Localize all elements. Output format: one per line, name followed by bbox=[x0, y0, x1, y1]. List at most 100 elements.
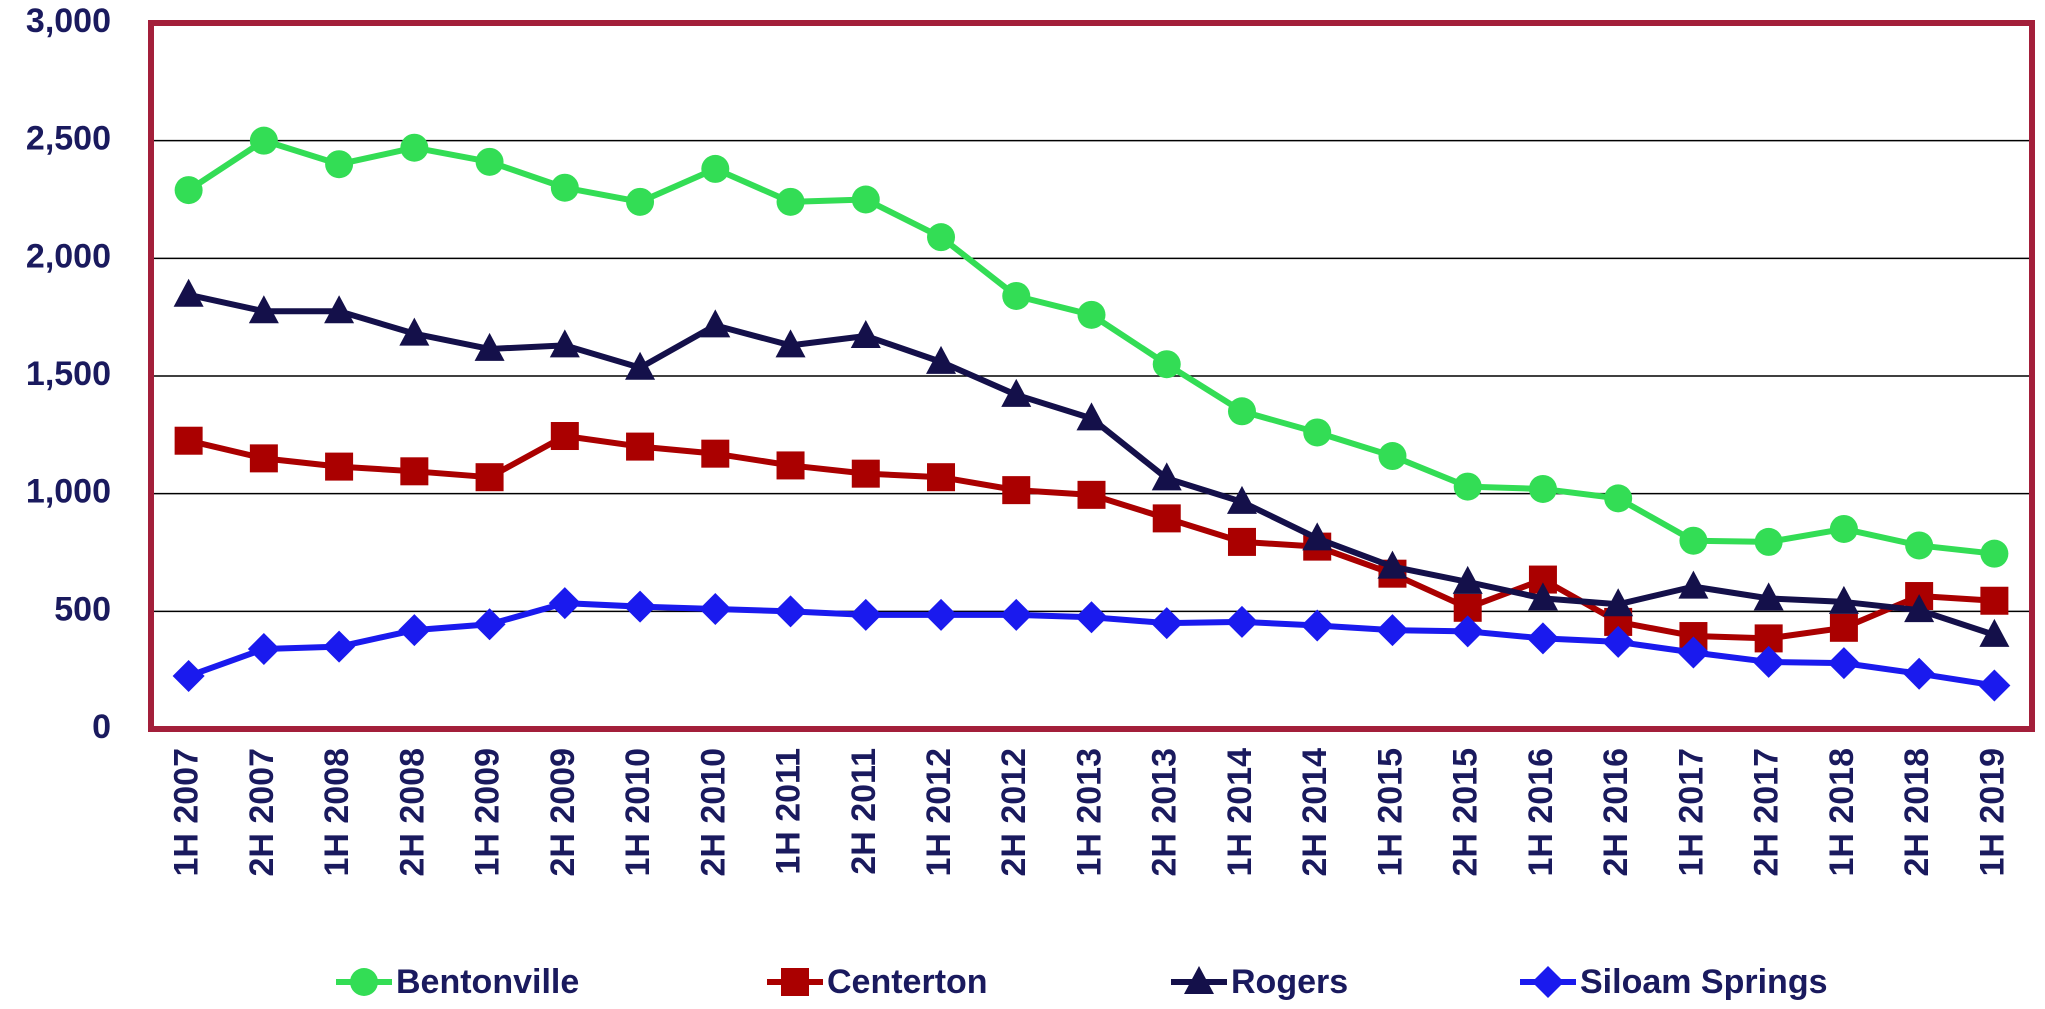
marker bbox=[1532, 966, 1564, 998]
marker bbox=[548, 587, 581, 620]
marker bbox=[1678, 570, 1709, 599]
x-tick-label: 1H 2019 bbox=[1973, 748, 2011, 877]
marker bbox=[1452, 565, 1483, 594]
marker bbox=[1453, 472, 1482, 501]
x-tick-label: 2H 2012 bbox=[995, 748, 1033, 877]
x-tick-label: 1H 2012 bbox=[920, 748, 958, 877]
x-tick-label: 1H 2016 bbox=[1522, 748, 1560, 877]
marker bbox=[775, 329, 806, 358]
marker bbox=[625, 351, 656, 380]
marker bbox=[325, 150, 354, 179]
x-tick-label: 2H 2018 bbox=[1898, 748, 1936, 877]
marker bbox=[1077, 300, 1106, 329]
marker bbox=[400, 457, 429, 486]
marker bbox=[400, 133, 429, 162]
marker bbox=[550, 422, 579, 451]
marker bbox=[1754, 527, 1783, 556]
marker bbox=[173, 278, 204, 307]
marker bbox=[1451, 615, 1484, 648]
y-tick-label: 1,000 bbox=[26, 473, 111, 511]
marker bbox=[1604, 484, 1633, 513]
marker bbox=[1151, 462, 1182, 491]
x-tick-label: 1H 2010 bbox=[619, 748, 657, 877]
y-tick-label: 500 bbox=[54, 590, 111, 628]
y-tick-label: 0 bbox=[92, 708, 111, 746]
marker bbox=[249, 444, 278, 473]
marker bbox=[1828, 585, 1859, 614]
marker bbox=[1076, 402, 1107, 431]
marker bbox=[249, 126, 278, 155]
marker bbox=[1227, 397, 1256, 426]
marker bbox=[1075, 601, 1108, 634]
x-tick-label: 2H 2007 bbox=[243, 748, 281, 877]
marker bbox=[172, 660, 205, 693]
marker bbox=[323, 630, 356, 663]
x-tick-label: 2H 2013 bbox=[1146, 748, 1184, 877]
y-tick-label: 2,500 bbox=[26, 120, 111, 158]
marker bbox=[473, 608, 506, 641]
x-tick-label: 1H 2015 bbox=[1371, 748, 1409, 877]
x-tick-label: 2H 2009 bbox=[544, 748, 582, 877]
marker bbox=[1303, 418, 1332, 447]
marker bbox=[1603, 588, 1634, 617]
marker bbox=[1753, 582, 1784, 611]
marker bbox=[1226, 485, 1257, 514]
marker bbox=[927, 223, 956, 252]
x-tick-label: 2H 2015 bbox=[1447, 748, 1485, 877]
y-tick-label: 1,500 bbox=[26, 355, 111, 393]
marker bbox=[1827, 647, 1860, 680]
marker bbox=[699, 592, 732, 625]
marker bbox=[1002, 476, 1031, 505]
marker bbox=[849, 598, 882, 631]
marker bbox=[1227, 527, 1256, 556]
marker bbox=[1980, 586, 2009, 615]
marker bbox=[1152, 350, 1181, 379]
marker bbox=[549, 329, 580, 358]
marker bbox=[174, 176, 203, 205]
marker bbox=[399, 317, 430, 346]
marker bbox=[1378, 442, 1407, 471]
marker bbox=[701, 154, 730, 183]
marker bbox=[1376, 614, 1409, 647]
marker bbox=[1978, 669, 2011, 702]
x-tick-label: 1H 2014 bbox=[1221, 748, 1259, 877]
marker bbox=[1527, 582, 1558, 611]
marker bbox=[1526, 622, 1559, 655]
x-tick-label: 1H 2017 bbox=[1672, 748, 1710, 877]
marker bbox=[1301, 609, 1334, 642]
x-tick-label: 1H 2008 bbox=[318, 748, 356, 877]
x-tick-label: 1H 2007 bbox=[168, 748, 206, 877]
marker bbox=[1184, 966, 1214, 994]
marker bbox=[624, 590, 657, 623]
marker bbox=[1225, 605, 1258, 638]
marker bbox=[776, 451, 805, 480]
x-tick-label: 1H 2009 bbox=[469, 748, 507, 877]
marker bbox=[626, 187, 655, 216]
x-tick-label: 2H 2011 bbox=[845, 748, 883, 875]
y-tick-label: 3,000 bbox=[26, 2, 111, 40]
marker bbox=[350, 968, 378, 996]
marker bbox=[1829, 514, 1858, 543]
x-tick-label: 1H 2018 bbox=[1823, 748, 1861, 877]
marker bbox=[781, 968, 809, 996]
legend-label: Bentonville bbox=[396, 963, 579, 1001]
x-tick-label: 2H 2017 bbox=[1748, 748, 1786, 877]
marker bbox=[475, 463, 504, 492]
marker bbox=[247, 632, 280, 665]
legend-label: Siloam Springs bbox=[1580, 963, 1828, 1001]
marker bbox=[1903, 657, 1936, 690]
marker bbox=[550, 173, 579, 202]
marker bbox=[398, 614, 431, 647]
marker bbox=[1001, 378, 1032, 407]
marker bbox=[474, 332, 505, 361]
marker bbox=[475, 147, 504, 176]
y-tick-label: 2,000 bbox=[26, 237, 111, 275]
marker bbox=[248, 295, 279, 324]
marker bbox=[1302, 522, 1333, 551]
marker bbox=[1829, 613, 1858, 642]
marker bbox=[851, 459, 880, 488]
marker bbox=[1528, 474, 1557, 503]
x-tick-label: 1H 2011 bbox=[770, 748, 808, 875]
marker bbox=[776, 187, 805, 216]
